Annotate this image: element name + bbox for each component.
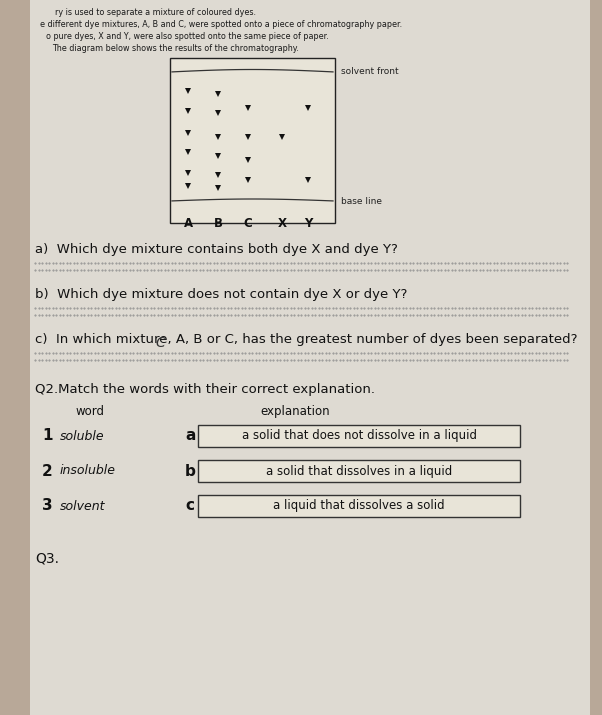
Text: soluble: soluble	[60, 430, 105, 443]
Text: a)  Which dye mixture contains both dye X and dye Y?: a) Which dye mixture contains both dye X…	[35, 243, 398, 256]
Text: C: C	[244, 217, 252, 230]
Bar	[198, 425, 520, 447]
Text: b: b	[185, 463, 196, 478]
Text: Q2.Match the words with their correct explanation.: Q2.Match the words with their correct ex…	[35, 383, 375, 396]
Text: solvent front: solvent front	[341, 67, 399, 77]
Text: a: a	[185, 428, 196, 443]
Text: e different dye mixtures, A, B and C, were spotted onto a piece of chromatograph: e different dye mixtures, A, B and C, we…	[40, 20, 402, 29]
Text: ry is used to separate a mixture of coloured dyes.: ry is used to separate a mixture of colo…	[55, 8, 256, 17]
Text: X: X	[278, 217, 287, 230]
Text: base line: base line	[341, 197, 382, 205]
Text: explanation: explanation	[260, 405, 330, 418]
Text: solvent: solvent	[60, 500, 105, 513]
Text: A: A	[184, 217, 193, 230]
Text: 1: 1	[42, 428, 52, 443]
Text: Y: Y	[304, 217, 312, 230]
Text: insoluble: insoluble	[60, 465, 116, 478]
Text: a solid that dissolves in a liquid: a solid that dissolves in a liquid	[266, 465, 452, 478]
Text: o pure dyes, X and Y, were also spotted onto the same piece of paper.: o pure dyes, X and Y, were also spotted …	[46, 32, 329, 41]
Text: a solid that does not dissolve in a liquid: a solid that does not dissolve in a liqu…	[241, 430, 477, 443]
Text: 2: 2	[42, 463, 53, 478]
Text: C: C	[155, 336, 165, 350]
Text: The diagram below shows the results of the chromatography.: The diagram below shows the results of t…	[52, 44, 299, 53]
Text: c)  In which mixture, A, B or C, has the greatest number of dyes been separated?: c) In which mixture, A, B or C, has the …	[35, 333, 577, 346]
Text: c: c	[185, 498, 194, 513]
Text: b)  Which dye mixture does not contain dye X or dye Y?: b) Which dye mixture does not contain dy…	[35, 288, 408, 301]
Bar	[198, 460, 520, 482]
Bar	[170, 58, 335, 223]
Text: a liquid that dissolves a solid: a liquid that dissolves a solid	[273, 500, 445, 513]
Text: Q3.: Q3.	[35, 552, 59, 566]
Text: 3: 3	[42, 498, 52, 513]
Bar	[198, 495, 520, 517]
Polygon shape	[30, 0, 590, 715]
Text: word: word	[75, 405, 104, 418]
Text: B: B	[214, 217, 223, 230]
